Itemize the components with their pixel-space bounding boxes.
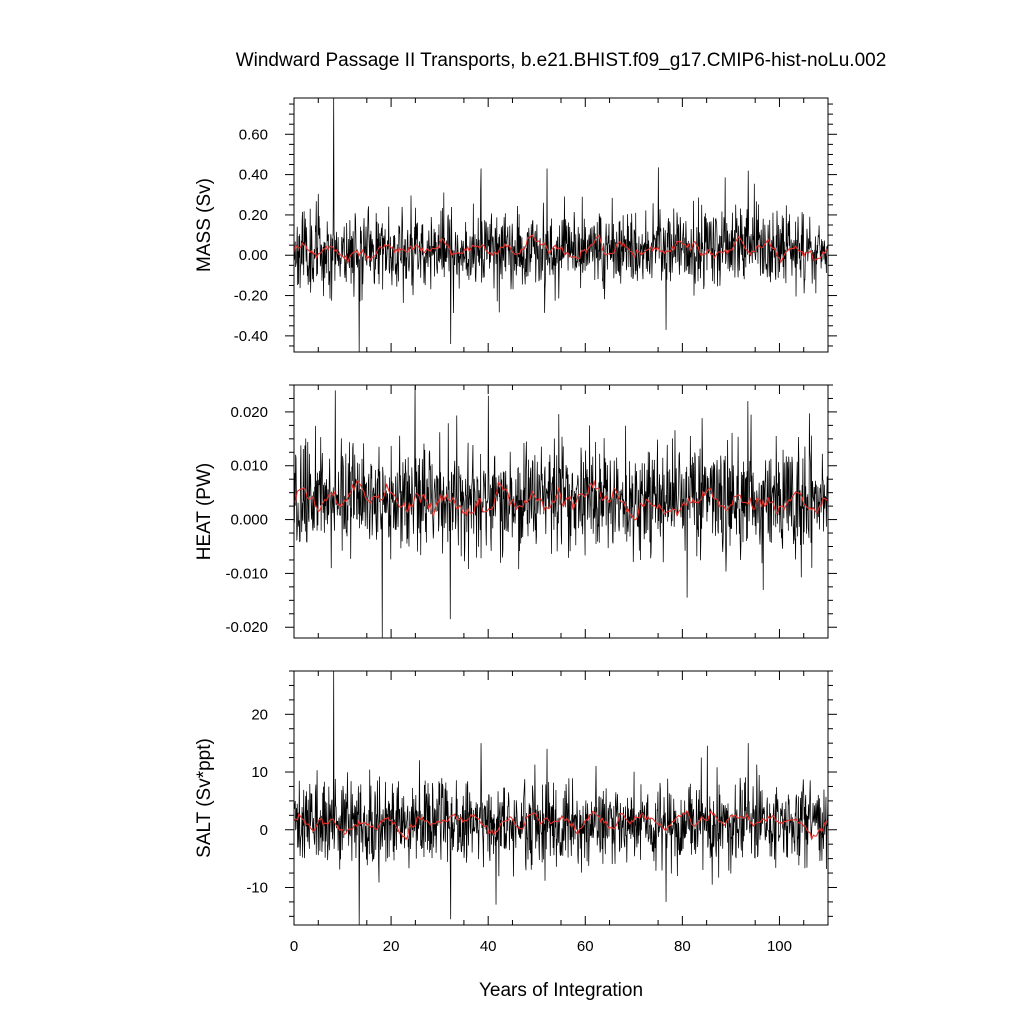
y-tick-label: 0.40 xyxy=(239,167,268,184)
x-axis-label: Years of Integration xyxy=(479,980,643,1001)
x-tick-label: 60 xyxy=(577,938,594,955)
smoothed-series-line-mass xyxy=(294,234,828,265)
y-tick-label: -10 xyxy=(246,879,268,896)
y-tick-label: 0.010 xyxy=(230,458,268,475)
panel-mass: -0.40 -0.20 0.00 0.20 0.40 0.60 MASS (Sv) xyxy=(194,97,837,353)
y-tick-label: -0.010 xyxy=(225,565,268,582)
smoothed-series-line-salt xyxy=(294,809,828,841)
y-tick-label: 10 xyxy=(251,764,268,781)
x-tick-label: 0 xyxy=(290,938,298,955)
y-tick-label: -0.20 xyxy=(234,288,268,305)
raw-series-line-mass xyxy=(294,98,828,352)
panel-heat: -0.020 -0.010 0.000 0.010 0.020 HEAT (PW) xyxy=(194,384,837,639)
raw-series-line-heat xyxy=(294,385,828,638)
panels: -0.40 -0.20 0.00 0.20 0.40 0.60 MASS (Sv) -0.02… xyxy=(194,97,837,955)
x-tick-label: 100 xyxy=(767,938,792,955)
y-tick-label: -0.40 xyxy=(234,328,268,345)
y-tick-label: 0 xyxy=(260,822,268,839)
y-tick-label: 0.020 xyxy=(230,404,268,421)
y-axis-label-salt: SALT (Sv*ppt) xyxy=(194,738,215,858)
x-tick-label: 40 xyxy=(480,938,497,955)
x-tick-label: 20 xyxy=(383,938,400,955)
y-tick-label: 0.00 xyxy=(239,247,268,264)
y-tick-label: 0.60 xyxy=(239,126,268,143)
chart-title: Windward Passage II Transports, b.e21.BH… xyxy=(236,50,887,71)
y-axis-label-mass: MASS (Sv) xyxy=(194,178,215,272)
y-axis-label-heat: HEAT (PW) xyxy=(194,463,215,560)
y-tick-label: 0.000 xyxy=(230,512,268,529)
y-tick-label: 0.20 xyxy=(239,207,268,224)
y-tick-label: 20 xyxy=(251,706,268,723)
y-tick-label: -0.020 xyxy=(225,619,268,636)
raw-series-line-salt xyxy=(294,671,828,925)
x-tick-label: 80 xyxy=(674,938,691,955)
smoothed-series-line-heat xyxy=(294,479,828,521)
panel-salt: -10 0 10 20 SALT (Sv*ppt) 0 20 40 60 80 100 xyxy=(194,670,837,955)
